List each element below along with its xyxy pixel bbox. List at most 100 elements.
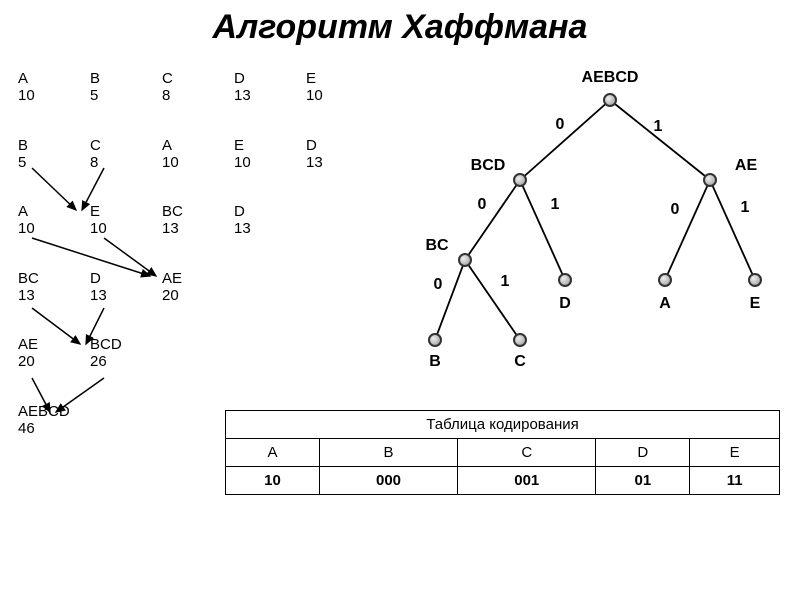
edge-label: 1 xyxy=(741,199,750,217)
step-row: A10B5C8D13E10 xyxy=(18,70,378,105)
step-row: B5C8A10E10D13 xyxy=(18,137,378,172)
tree-node-label: AE xyxy=(735,157,757,175)
step-row: AE20BCD26 xyxy=(18,336,378,371)
enc-code: 10 xyxy=(226,467,320,495)
step-cell: D13 xyxy=(90,270,162,305)
step-cell: BCD26 xyxy=(90,336,162,371)
tree-node xyxy=(458,253,472,267)
step-symbol: D xyxy=(234,70,306,87)
step-freq: 13 xyxy=(234,220,306,237)
step-symbol: BC xyxy=(162,203,234,220)
step-symbol: AEBCD xyxy=(18,403,90,420)
encoding-table: Таблица кодирования ABCDE 100000010111 xyxy=(225,410,780,495)
step-symbol: E xyxy=(234,137,306,154)
step-row: BC13D13AE20 xyxy=(18,270,378,305)
step-freq: 46 xyxy=(18,420,90,437)
step-row: A10E10BC13D13 xyxy=(18,203,378,238)
step-freq: 13 xyxy=(18,287,90,304)
step-symbol: BC xyxy=(18,270,90,287)
step-freq: 20 xyxy=(162,287,234,304)
tree-node xyxy=(748,273,762,287)
tree-node-label: BC xyxy=(425,237,448,255)
step-freq: 10 xyxy=(90,220,162,237)
step-symbol: C xyxy=(162,70,234,87)
step-cell: A10 xyxy=(18,70,90,105)
tree-node-label: BCD xyxy=(471,157,506,175)
step-cell: B5 xyxy=(18,137,90,172)
step-cell: D13 xyxy=(234,203,306,238)
enc-col: B xyxy=(319,439,457,467)
step-freq: 10 xyxy=(18,87,90,104)
step-freq: 13 xyxy=(162,220,234,237)
step-cell: AE20 xyxy=(162,270,234,305)
step-freq: 8 xyxy=(162,87,234,104)
step-cell: E10 xyxy=(90,203,162,238)
step-symbol: E xyxy=(90,203,162,220)
step-cell: BC13 xyxy=(18,270,90,305)
step-cell: AE20 xyxy=(18,336,90,371)
step-symbol: E xyxy=(306,70,378,87)
edge-label: 1 xyxy=(654,118,663,136)
tree-node-label: D xyxy=(559,295,571,313)
edge-label: 0 xyxy=(671,201,680,219)
step-symbol: A xyxy=(18,203,90,220)
step-cell: D13 xyxy=(306,137,378,172)
edge-label: 0 xyxy=(434,276,443,294)
step-cell: C8 xyxy=(90,137,162,172)
step-symbol: D xyxy=(234,203,306,220)
step-symbol: B xyxy=(18,137,90,154)
page-title: Алгоритм Хаффмана xyxy=(0,0,800,47)
step-freq: 5 xyxy=(18,154,90,171)
tree-node-label: B xyxy=(429,353,441,371)
step-freq: 26 xyxy=(90,353,162,370)
step-symbol: D xyxy=(306,137,378,154)
step-cell: B5 xyxy=(90,70,162,105)
step-freq: 10 xyxy=(306,87,378,104)
tree-node xyxy=(428,333,442,347)
step-symbol: A xyxy=(18,70,90,87)
tree-node-label: C xyxy=(514,353,526,371)
step-cell: A10 xyxy=(18,203,90,238)
tree-node-label: E xyxy=(750,295,761,313)
tree-node xyxy=(658,273,672,287)
step-cell: E10 xyxy=(234,137,306,172)
enc-col: A xyxy=(226,439,320,467)
tree-node xyxy=(558,273,572,287)
enc-col: D xyxy=(596,439,690,467)
step-symbol: C xyxy=(90,137,162,154)
step-cell: AEBCD46 xyxy=(18,403,90,438)
step-symbol: A xyxy=(162,137,234,154)
tree-node xyxy=(703,173,717,187)
step-cell: D13 xyxy=(234,70,306,105)
enc-code: 11 xyxy=(690,467,780,495)
enc-col: C xyxy=(458,439,596,467)
step-cell: C8 xyxy=(162,70,234,105)
step-symbol: AE xyxy=(18,336,90,353)
step-cell: A10 xyxy=(162,137,234,172)
step-symbol: D xyxy=(90,270,162,287)
steps-list: A10B5C8D13E10B5C8A10E10D13A10E10BC13D13B… xyxy=(18,70,378,437)
step-symbol: B xyxy=(90,70,162,87)
step-cell: E10 xyxy=(306,70,378,105)
tree-node xyxy=(603,93,617,107)
step-freq: 20 xyxy=(18,353,90,370)
huffman-tree: 01010101AEBCDBCDAEBCDAEBC xyxy=(410,50,790,370)
tree-node xyxy=(513,173,527,187)
edge-label: 0 xyxy=(556,116,565,134)
step-freq: 13 xyxy=(90,287,162,304)
step-freq: 13 xyxy=(234,87,306,104)
step-cell: BC13 xyxy=(162,203,234,238)
edge-label: 1 xyxy=(551,196,560,214)
enc-code: 000 xyxy=(319,467,457,495)
tree-node-label: A xyxy=(659,295,671,313)
enc-code: 001 xyxy=(458,467,596,495)
tree-node-label: AEBCD xyxy=(582,69,639,87)
step-symbol: AE xyxy=(162,270,234,287)
edge-label: 0 xyxy=(478,196,487,214)
step-symbol: BCD xyxy=(90,336,162,353)
step-freq: 10 xyxy=(18,220,90,237)
step-freq: 10 xyxy=(234,154,306,171)
tree-node xyxy=(513,333,527,347)
step-freq: 10 xyxy=(162,154,234,171)
enc-code: 01 xyxy=(596,467,690,495)
